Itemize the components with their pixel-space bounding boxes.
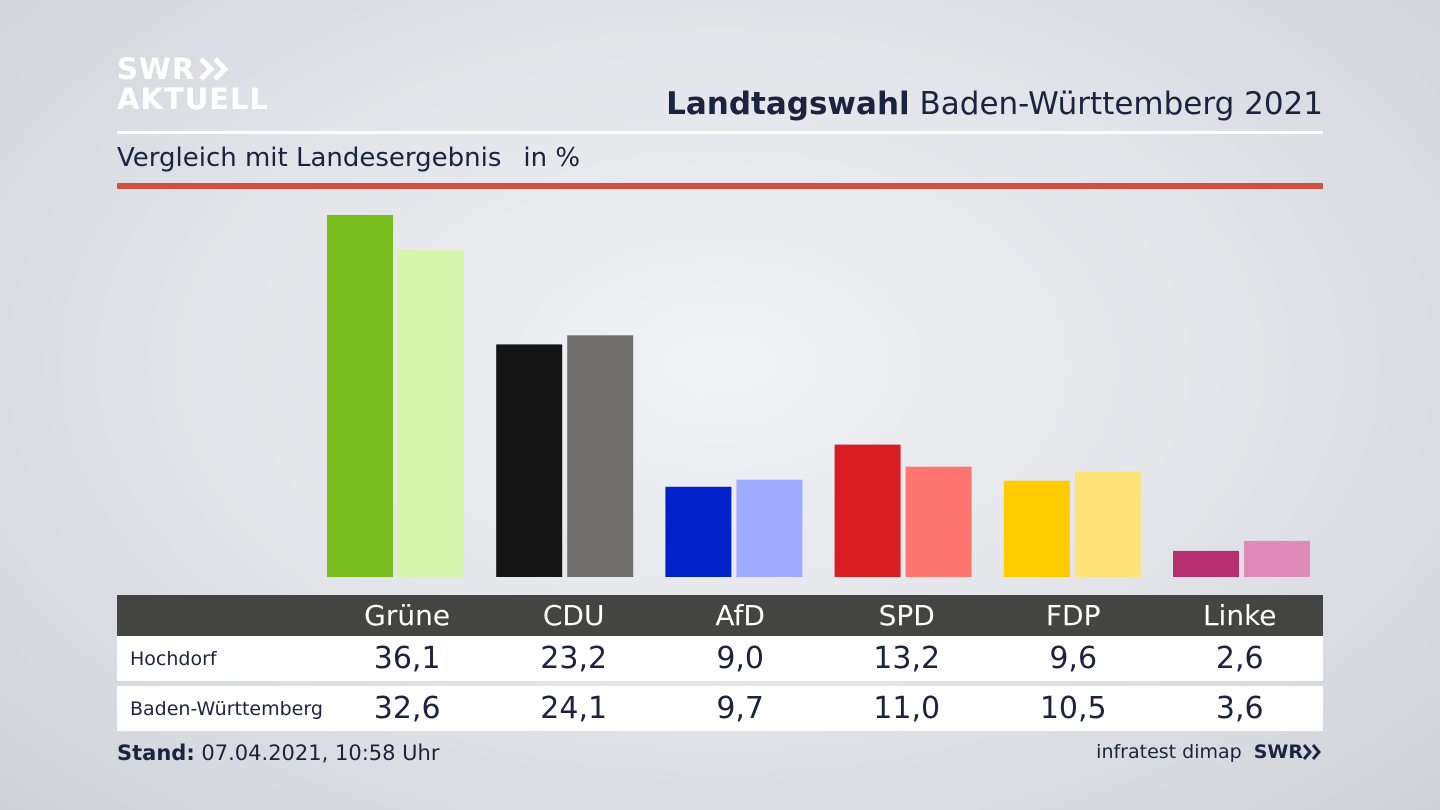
source-text: infratest dimap xyxy=(1096,741,1242,763)
value-cell: 23,2 xyxy=(540,641,608,676)
subtitle-text: Vergleich mit Landesergebnis xyxy=(117,143,502,173)
value-cell: 11,0 xyxy=(873,691,941,726)
chart-subtitle: Vergleich mit Landesergebnis in % xyxy=(117,143,580,173)
party-header: AfD xyxy=(715,599,765,632)
bar-afd-state xyxy=(736,479,803,577)
bar-grne-local xyxy=(327,215,393,577)
title-bold: Landtagswahl xyxy=(666,86,910,122)
stand-value: 07.04.2021, 10:58 Uhr xyxy=(194,741,440,765)
value-cell: 10,5 xyxy=(1039,691,1107,726)
value-cell: 13,2 xyxy=(873,641,941,676)
party-header: CDU xyxy=(542,599,605,632)
bar-linke-state xyxy=(1244,540,1310,577)
title-divider xyxy=(117,131,1323,134)
logo-chevrons-icon xyxy=(199,57,229,81)
value-cell: 3,6 xyxy=(1215,691,1264,726)
bar-afd-local xyxy=(665,486,732,577)
value-cell: 2,6 xyxy=(1215,641,1264,676)
bar-linke-local xyxy=(1173,550,1239,577)
bar-grne-state xyxy=(398,250,464,577)
table-row: Baden-Württemberg 32,6 24,1 9,7 11,0 10,… xyxy=(117,686,1323,731)
value-cell: 9,0 xyxy=(716,641,765,676)
party-header: Grüne xyxy=(364,599,451,632)
row-label: Hochdorf xyxy=(130,647,217,670)
table-header: Grüne CDU AfD SPD FDP Linke xyxy=(117,595,1323,636)
bar-fdp-local xyxy=(1003,480,1070,577)
row-label: Baden-Württemberg xyxy=(130,697,323,720)
party-header: FDP xyxy=(1045,599,1101,632)
source-credit: infratest dimap SWR xyxy=(1096,741,1323,763)
party-header: Linke xyxy=(1202,599,1277,632)
bar-chart xyxy=(327,215,1310,577)
brand-chevrons-icon xyxy=(1303,744,1321,760)
logo-aktuell-text: AKTUELL xyxy=(117,82,270,116)
accent-divider xyxy=(117,183,1323,189)
party-header: SPD xyxy=(878,599,935,632)
value-cell: 32,6 xyxy=(373,691,441,726)
title-rest: Baden-Württemberg 2021 xyxy=(909,86,1324,122)
timestamp: Stand: 07.04.2021, 10:58 Uhr xyxy=(117,741,440,765)
value-cell: 24,1 xyxy=(540,691,608,726)
bar-spd-state xyxy=(905,466,972,577)
bar-cdu-local xyxy=(496,344,563,577)
value-cell: 36,1 xyxy=(373,641,441,676)
table-row: Hochdorf 36,1 23,2 9,0 13,2 9,6 2,6 xyxy=(117,636,1323,681)
unit-text: in % xyxy=(523,143,581,173)
swr-aktuell-logo: SWR AKTUELL xyxy=(117,54,269,114)
swr-brand: SWR xyxy=(1254,741,1323,763)
bar-cdu-state xyxy=(567,335,634,577)
stand-label: Stand: xyxy=(117,741,195,765)
bar-spd-local xyxy=(834,444,901,577)
value-cell: 9,6 xyxy=(1049,641,1098,676)
results-table: Grüne CDU AfD SPD FDP Linke Hochdorf 36,… xyxy=(117,595,1323,731)
value-cell: 9,7 xyxy=(716,691,765,726)
page-title: Landtagswahl Baden-Württemberg 2021 xyxy=(666,86,1323,122)
logo-swr-text: SWR xyxy=(117,52,196,86)
brand-text: SWR xyxy=(1253,741,1303,763)
bar-fdp-state xyxy=(1074,471,1141,577)
